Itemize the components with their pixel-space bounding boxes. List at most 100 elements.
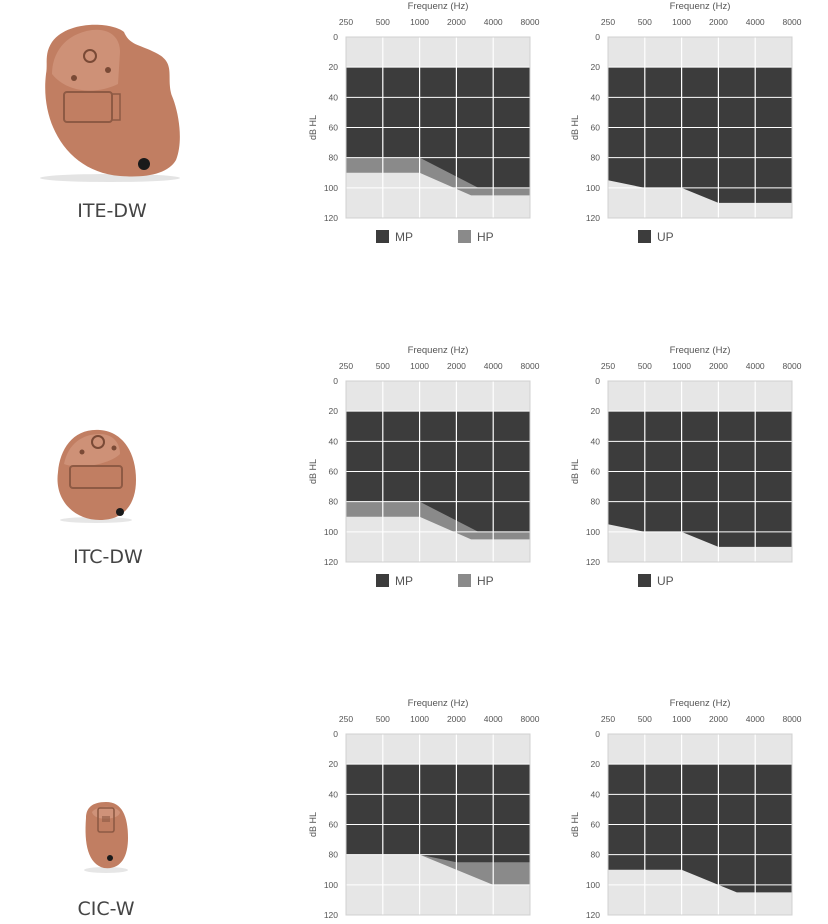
x-tick-label: 8000 xyxy=(521,17,540,27)
legend-item-up: UP xyxy=(638,574,674,588)
chart-cic-w-up: Frequenz (Hz) 250 500 1000 2000 4000 8000 0 20 40… xyxy=(570,698,802,920)
y-tick-label: 120 xyxy=(324,910,338,920)
legend-swatch xyxy=(638,574,651,587)
y-axis-label: dB HL xyxy=(308,459,318,484)
y-tick-label: 40 xyxy=(591,436,601,446)
y-tick-label: 0 xyxy=(595,32,600,42)
legend-item-mp: MP xyxy=(376,574,413,588)
x-tick-label: 1000 xyxy=(672,714,691,724)
y-tick-label: 100 xyxy=(324,527,338,537)
x-tick-label: 250 xyxy=(601,714,615,724)
y-tick-label: 60 xyxy=(329,820,339,830)
y-tick-label: 20 xyxy=(591,62,601,72)
y-axis-label: dB HL xyxy=(570,115,580,140)
ite-dw-label: ITE-DW xyxy=(77,200,147,222)
y-tick-label: 20 xyxy=(329,759,339,769)
y-tick-label: 0 xyxy=(333,32,338,42)
y-tick-label: 40 xyxy=(329,92,339,102)
y-tick-label: 20 xyxy=(591,406,601,416)
legend-label: MP xyxy=(395,574,413,588)
y-axis-label: dB HL xyxy=(570,812,580,837)
x-tick-label: 1000 xyxy=(410,17,429,27)
y-tick-label: 40 xyxy=(329,436,339,446)
x-tick-label: 1000 xyxy=(410,714,429,724)
legend-label: UP xyxy=(657,574,674,588)
x-tick-label: 250 xyxy=(601,361,615,371)
chart-itc-dw-up: Frequenz (Hz) 250 500 1000 2000 4000 8000 0 20 40… xyxy=(570,345,802,588)
plot-border xyxy=(345,380,531,563)
x-tick-label: 1000 xyxy=(672,17,691,27)
x-tick-label: 1000 xyxy=(410,361,429,371)
x-tick-label: 8000 xyxy=(783,17,802,27)
chart-itc-dw-mp-hp: Frequenz (Hz) 250 500 1000 2000 4000 8000 0 20 40… xyxy=(308,345,540,588)
legend-label: UP xyxy=(657,230,674,244)
y-tick-label: 100 xyxy=(324,880,338,890)
legend-item-hp: HP xyxy=(458,230,494,244)
x-tick-label: 500 xyxy=(376,17,390,27)
x-tick-label: 4000 xyxy=(484,361,503,371)
y-tick-label: 100 xyxy=(586,527,600,537)
y-tick-label: 60 xyxy=(329,123,339,133)
x-tick-label: 2000 xyxy=(709,714,728,724)
chart-title: Frequenz (Hz) xyxy=(408,698,469,709)
legend-item-hp: HP xyxy=(458,574,494,588)
ite-dw-device-image xyxy=(40,24,180,182)
x-tick-label: 250 xyxy=(339,714,353,724)
plot-border xyxy=(607,733,793,916)
legend-item-mp: MP xyxy=(376,230,413,244)
y-tick-label: 20 xyxy=(329,406,339,416)
y-tick-label: 80 xyxy=(329,497,339,507)
x-tick-label: 4000 xyxy=(746,17,765,27)
x-tick-label: 1000 xyxy=(672,361,691,371)
chart-title: Frequenz (Hz) xyxy=(408,1,469,12)
chart-title: Frequenz (Hz) xyxy=(670,345,731,356)
legend-swatch xyxy=(458,574,471,587)
y-tick-label: 0 xyxy=(595,376,600,386)
cic-w-label: CIC-W xyxy=(77,898,135,920)
x-tick-label: 500 xyxy=(638,17,652,27)
y-tick-label: 120 xyxy=(586,910,600,920)
plot-border xyxy=(345,733,531,916)
itc-dw-label: ITC-DW xyxy=(73,546,143,568)
series-area-mp xyxy=(346,764,530,863)
y-tick-label: 80 xyxy=(591,153,601,163)
series-area-up xyxy=(608,411,792,547)
series-area-up xyxy=(608,67,792,203)
plot-border xyxy=(607,380,793,563)
legend-swatch xyxy=(376,230,389,243)
y-tick-label: 80 xyxy=(329,850,339,860)
chart-title: Frequenz (Hz) xyxy=(670,698,731,709)
y-tick-label: 60 xyxy=(591,820,601,830)
y-tick-label: 40 xyxy=(591,92,601,102)
legend-swatch xyxy=(376,574,389,587)
y-tick-label: 80 xyxy=(329,153,339,163)
x-tick-label: 8000 xyxy=(783,361,802,371)
x-tick-label: 8000 xyxy=(783,714,802,724)
legend-label: MP xyxy=(395,230,413,244)
x-tick-label: 250 xyxy=(339,17,353,27)
chart-cic-w-mp-hp: Frequenz (Hz) 250 500 1000 2000 4000 8000 0 20 40… xyxy=(308,698,540,920)
plot-border xyxy=(607,36,793,219)
x-tick-label: 500 xyxy=(638,361,652,371)
x-tick-label: 250 xyxy=(601,17,615,27)
y-axis-label: dB HL xyxy=(570,459,580,484)
y-tick-label: 100 xyxy=(586,880,600,890)
y-tick-label: 80 xyxy=(591,497,601,507)
x-tick-label: 500 xyxy=(376,714,390,724)
x-tick-label: 250 xyxy=(339,361,353,371)
cic-w-device-image xyxy=(84,802,128,873)
legend-item-up: UP xyxy=(638,230,674,244)
chart-ite-dw-up: Frequenz (Hz) 250 500 1000 2000 4000 8000 0 20 40… xyxy=(570,1,802,244)
series-area-up xyxy=(608,764,792,893)
y-tick-label: 120 xyxy=(586,557,600,567)
x-tick-label: 2000 xyxy=(447,361,466,371)
y-tick-label: 60 xyxy=(329,467,339,477)
chart-title: Frequenz (Hz) xyxy=(408,345,469,356)
x-tick-label: 8000 xyxy=(521,714,540,724)
x-tick-label: 4000 xyxy=(746,714,765,724)
x-tick-label: 2000 xyxy=(709,361,728,371)
y-tick-label: 80 xyxy=(591,850,601,860)
x-tick-label: 2000 xyxy=(709,17,728,27)
y-tick-label: 20 xyxy=(329,62,339,72)
y-tick-label: 60 xyxy=(591,123,601,133)
